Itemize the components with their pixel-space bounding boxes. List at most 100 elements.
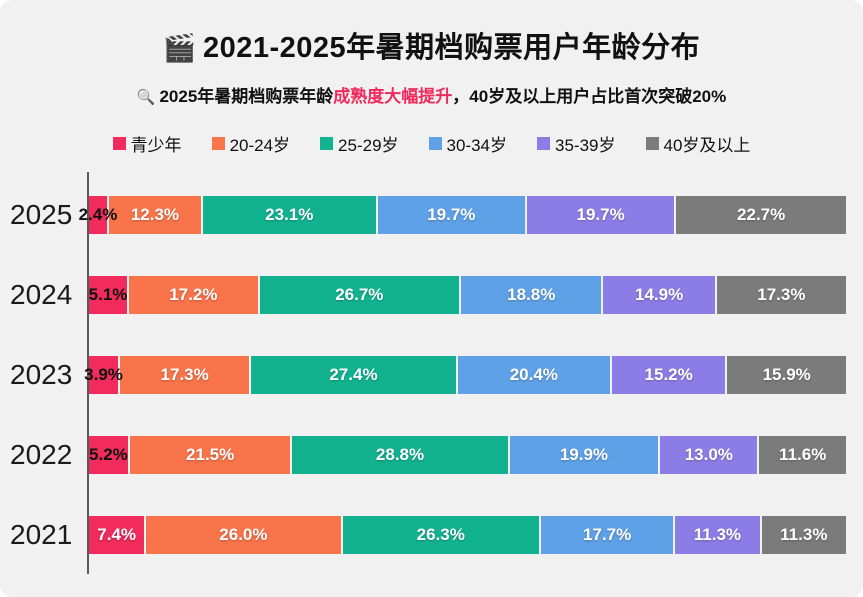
bar-segment: 17.3% [120,356,250,394]
bar-segment: 21.5% [129,436,291,474]
bar-segment: 11.6% [759,436,847,474]
bar-segment: 17.2% [129,276,258,314]
stacked-bar: 5.2% 21.5% 28.8% 19.9% 13.0% 11.6% [89,436,847,474]
bar-segment: 17.7% [540,516,674,554]
bar-segment-label: 14.9% [635,285,684,304]
legend-item: 20-24岁 [211,131,291,156]
bar-segment-label: 19.7% [427,205,476,224]
bar-segment-label: 26.0% [219,525,268,544]
legend-item: 40岁及以上 [645,131,751,156]
bar-segment: 7.4% [89,516,145,554]
bar-segment-label: 23.1% [265,205,314,224]
bar-segment-label: 26.7% [335,285,384,304]
bar-segment-label: 3.9% [84,365,123,384]
legend-item: 25-29岁 [320,131,399,156]
bar-segment-label: 19.7% [576,205,625,224]
bar-segment-label: 15.2% [644,365,693,384]
bar-segment-label: 28.8% [375,445,425,464]
bar-segment-label: 11.3% [780,525,828,544]
subtitle-highlight: 成熟度大幅提升 [333,87,453,106]
bar-segment-label: 27.4% [329,365,378,384]
legend-item: 30-34岁 [428,131,508,156]
legend: 青少年 20-24岁 25-29岁 30-34岁 35-39岁 40岁及以上 [0,131,863,156]
bar-segment-label: 11.3% [693,525,742,544]
bar-row: 2021 7.4% 26.0% 26.3% 17.7% 11.3% 11.3% [0,516,846,554]
page-title: 🎬 2021-2025年暑期档购票用户年龄分布 [0,24,863,66]
bar-segment-label: 2.4% [78,205,118,224]
bar-segment-label: 18.8% [507,285,556,304]
bar-segment: 5.2% [89,436,128,474]
legend-swatch [211,137,225,150]
legend-swatch [645,137,659,150]
bar-segment-label: 11.6% [779,445,827,464]
legend-swatch [428,137,442,150]
category-label: 2024 [10,279,73,310]
bar-segment-label: 5.2% [89,445,128,464]
legend-item: 35-39岁 [537,131,616,156]
bar-segment: 26.7% [259,276,460,314]
bar-segment: 5.1% [89,276,127,314]
bar-row: 2024 5.1% 17.2% 26.7% 18.8% 14.9% 17.3% [0,276,846,314]
stacked-bar: 7.4% 26.0% 26.3% 17.7% 11.3% 11.3% [89,516,846,554]
category-label: 2023 [10,359,73,390]
bar-segment-label: 13.0% [684,445,733,464]
bar-segment-label: 15.9% [762,365,811,384]
bar-segment-label: 17.7% [582,525,632,544]
bar-row: 2022 5.2% 21.5% 28.8% 19.9% 13.0% 11.6% [0,436,847,474]
category-label: 2022 [10,439,73,470]
bar-segment: 15.9% [727,356,847,394]
legend-label: 40岁及以上 [663,136,751,155]
bar-row: 2025 2.4% 12.3% 23.1% 19.7% 19.7% 22.7% [0,196,847,234]
bar-segment: 2.4% [79,196,117,234]
bar-segment-label: 22.7% [737,205,786,224]
bar-segment: 19.9% [509,436,659,474]
stacked-bar: 5.1% 17.2% 26.7% 18.8% 14.9% 17.3% [89,276,846,314]
legend-label: 25-29岁 [338,136,399,155]
bar-segment: 13.0% [660,436,758,474]
bar-segment: 20.4% [457,356,610,394]
bar-segment: 12.3% [108,196,201,234]
stacked-bar: 2.4% 12.3% 23.1% 19.7% 19.7% 22.7% [79,196,847,234]
chart-rows: 2025 2.4% 12.3% 23.1% 19.7% 19.7% 22.7% 2024 5.1… [0,196,847,554]
bar-segment-label: 21.5% [186,445,235,464]
stacked-bar-chart: 2025 2.4% 12.3% 23.1% 19.7% 19.7% 22.7% 2024 5.1… [0,172,863,574]
bar-segment: 11.3% [675,516,760,554]
legend-swatch [320,137,334,150]
legend-label: 20-24岁 [229,136,291,155]
bar-segment-label: 7.4% [97,525,137,544]
bar-segment-label: 17.3% [160,365,209,384]
category-label: 2021 [10,519,73,550]
bar-segment: 23.1% [202,196,376,234]
bar-row: 2023 3.9% 17.3% 27.4% 20.4% 15.2% 15.9% [0,356,847,394]
magnifier-icon: 🔍 [136,89,156,106]
bar-segment-label: 17.3% [757,285,806,304]
bar-segment: 26.0% [146,516,341,554]
legend-swatch [112,137,126,150]
bar-segment-label: 19.9% [559,445,609,464]
clapperboard-icon: 🎬 [162,33,197,63]
bar-segment: 18.8% [461,276,602,314]
bar-segment-label: 17.2% [169,285,218,304]
bar-segment: 19.7% [526,196,675,234]
legend-item: 青少年 [112,131,182,156]
subtitle-prefix: 2025年暑期档购票年龄 [159,87,334,106]
bar-segment-label: 12.3% [130,205,180,224]
page-title-text: 2021-2025年暑期档购票用户年龄分布 [202,32,701,64]
subtitle: 🔍 2025年暑期档购票年龄成熟度大幅提升，40岁及以上用户占比首次突破20% [0,82,863,107]
bar-segment-label: 5.1% [88,285,128,304]
bar-segment-label: 20.4% [509,365,558,384]
bar-segment: 3.9% [84,356,123,394]
legend-label: 30-34岁 [446,136,508,155]
bar-segment: 15.2% [611,356,726,394]
category-label: 2025 [10,199,73,230]
bar-segment: 17.3% [716,276,846,314]
legend-swatch [537,137,551,150]
bar-segment: 11.3% [761,516,846,554]
y-axis-line [87,172,89,574]
bar-segment: 14.9% [603,276,715,314]
subtitle-suffix: ，40岁及以上用户占比首次突破20% [452,87,727,106]
bar-segment: 28.8% [292,436,508,474]
bar-segment: 19.7% [377,196,525,234]
legend-label: 35-39岁 [555,136,616,155]
